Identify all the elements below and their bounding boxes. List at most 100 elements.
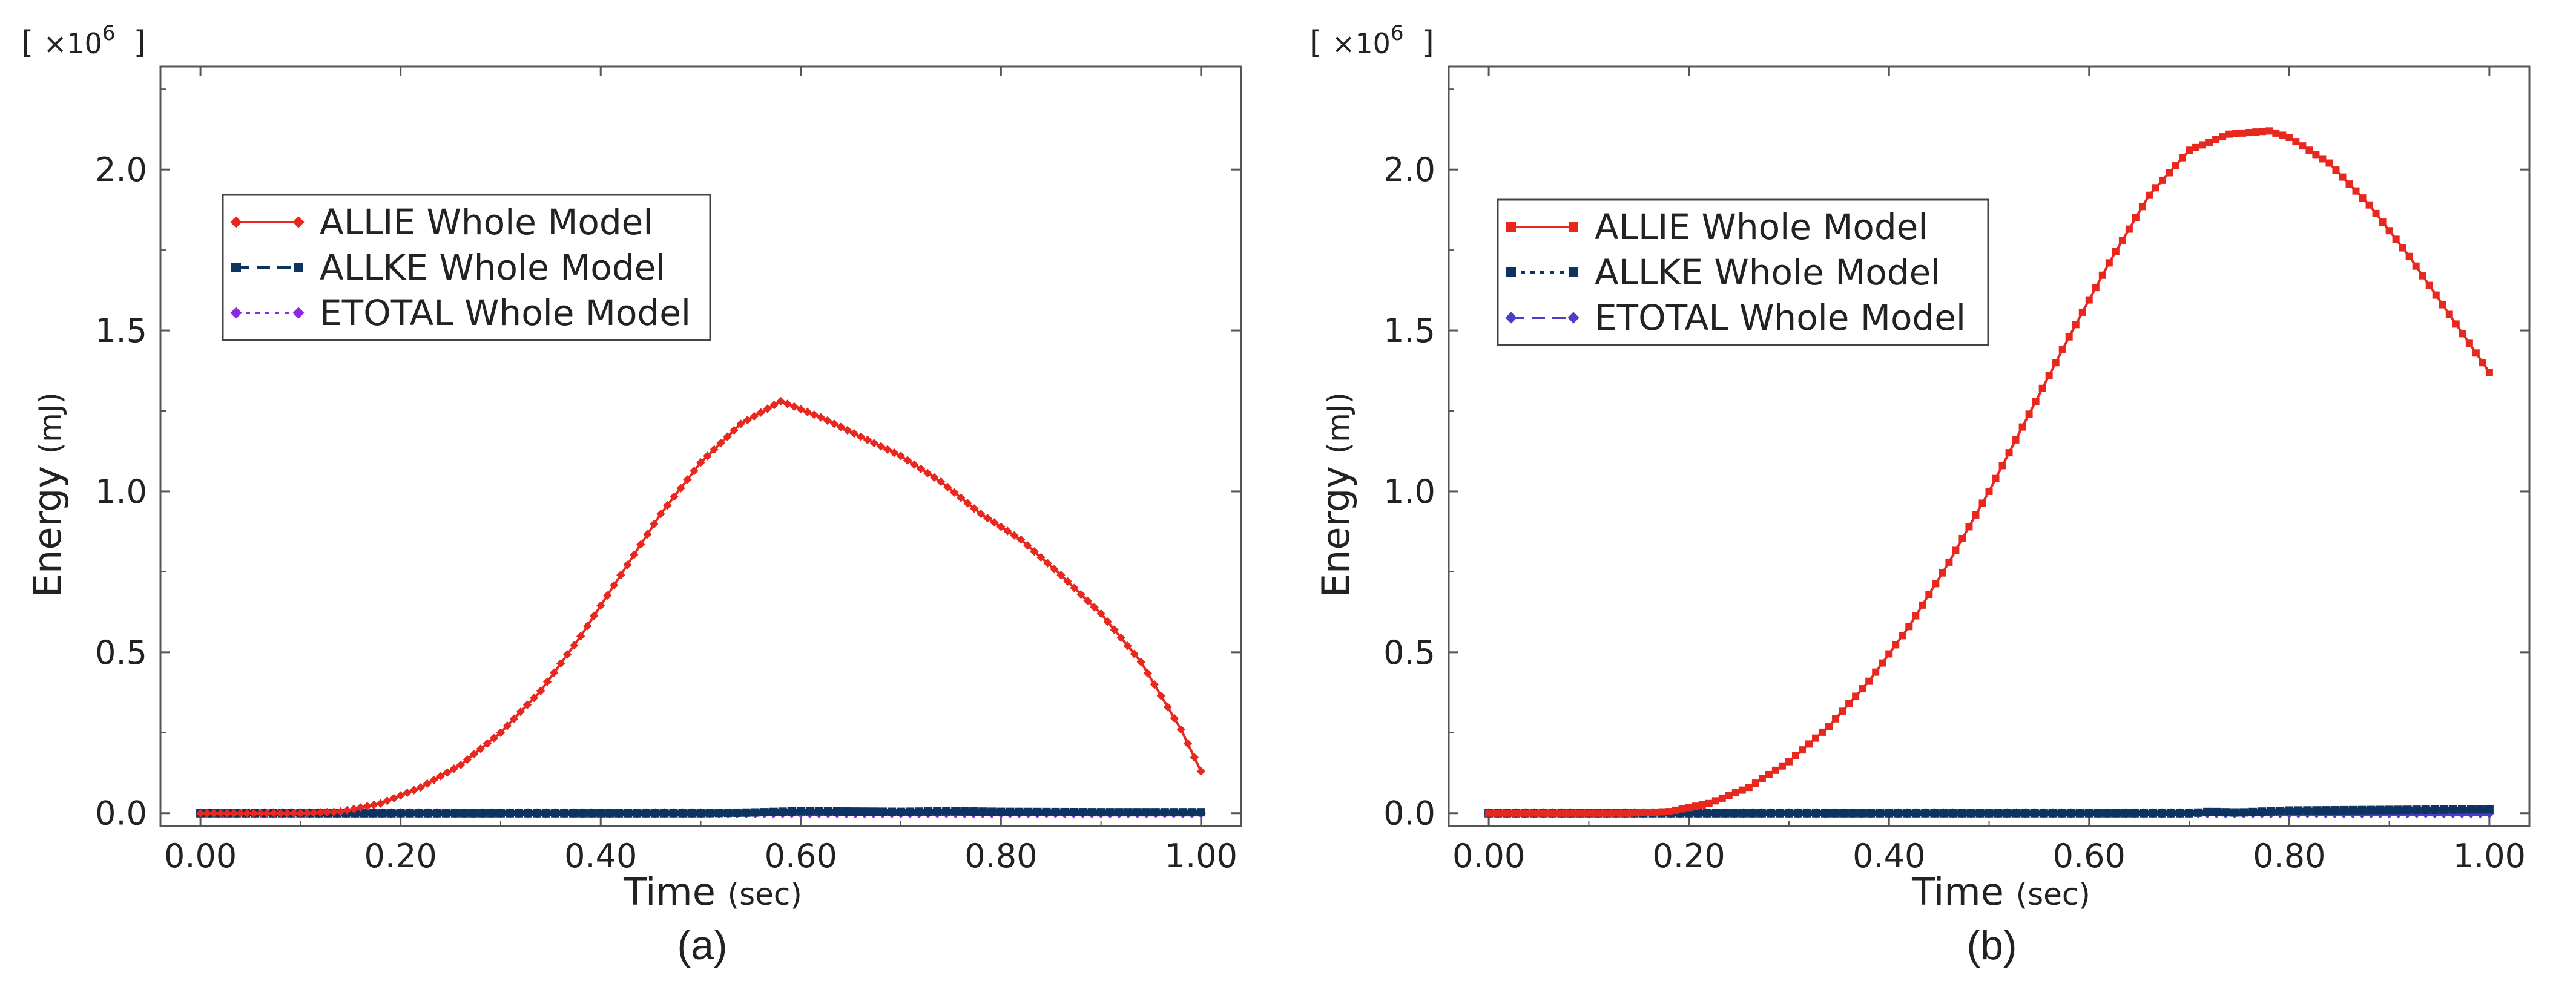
data-point-allie	[1143, 669, 1152, 678]
data-point-allie	[1592, 809, 1599, 817]
data-point-allke	[1930, 809, 1939, 818]
data-point-allke	[2485, 805, 2494, 814]
data-point-allie	[2412, 262, 2420, 270]
data-point-allke	[2267, 807, 2276, 816]
x-axis-unit: (sec)	[728, 877, 802, 912]
data-point-allie	[2132, 214, 2140, 221]
data-point-allke	[2385, 805, 2394, 815]
x-tick-label: 0.20	[364, 837, 437, 875]
data-point-allie	[1163, 703, 1172, 712]
data-point-allie	[2305, 146, 2313, 154]
data-point-allie	[2158, 176, 2166, 184]
data-point-allie	[2045, 372, 2053, 379]
x-axis-label: Time (sec)	[623, 870, 802, 914]
data-point-allie	[1885, 650, 1893, 658]
data-point-allie	[1030, 547, 1039, 556]
data-point-allie	[1618, 809, 1626, 817]
data-point-allke	[624, 809, 633, 818]
y-tick-label: 0.5	[1383, 634, 1435, 672]
x-tick-label: 0.00	[1452, 837, 1525, 875]
data-point-allke	[942, 807, 951, 816]
data-point-allie	[316, 808, 325, 817]
data-point-allie	[2279, 131, 2287, 139]
data-point-allke	[1196, 808, 1205, 817]
data-point-allie	[1625, 809, 1633, 817]
data-point-allie	[409, 786, 418, 795]
data-point-allie	[2225, 130, 2233, 138]
data-point-allie	[2365, 201, 2373, 209]
plot-frame	[1448, 65, 2531, 827]
data-point-allke	[2312, 806, 2321, 815]
data-point-allke	[2075, 809, 2084, 818]
data-point-allie	[950, 488, 959, 497]
x-axis-name: Time	[1911, 870, 2015, 914]
data-point-allie	[1791, 752, 1799, 759]
data-point-allke	[960, 807, 969, 816]
data-point-allie	[2005, 449, 2013, 457]
legend-marker-allke	[294, 263, 303, 272]
data-point-allke	[796, 807, 805, 816]
data-point-allie	[2359, 194, 2367, 202]
data-point-allke	[423, 809, 432, 818]
data-point-allke	[678, 809, 687, 818]
data-point-allie	[2385, 227, 2393, 235]
data-point-allie	[957, 493, 966, 502]
data-point-allie	[2172, 162, 2180, 169]
data-point-allke	[505, 809, 514, 818]
data-point-allie	[2332, 166, 2340, 174]
data-point-allke	[1921, 809, 1930, 818]
data-point-allie	[1678, 805, 1686, 813]
data-point-allke	[924, 807, 933, 816]
data-point-allke	[1812, 809, 1821, 818]
data-point-allke	[487, 809, 496, 818]
y-multiplier-open: [	[21, 25, 44, 61]
data-point-allie	[469, 750, 479, 759]
data-point-allie	[2245, 129, 2253, 137]
data-point-allke	[1885, 809, 1894, 818]
data-point-allie	[1578, 809, 1586, 817]
data-point-allie	[829, 419, 839, 428]
data-point-allke	[1133, 808, 1142, 817]
data-point-allie	[369, 800, 378, 810]
data-point-allke	[951, 807, 960, 816]
data-point-allie	[2239, 129, 2247, 137]
data-point-allie	[916, 464, 926, 473]
panel-caption: (b)	[1966, 922, 2017, 968]
data-point-allie	[2285, 133, 2293, 141]
data-point-allie	[2319, 155, 2327, 163]
data-point-allie	[429, 775, 438, 784]
data-point-allie	[1658, 808, 1666, 816]
data-point-allke	[1142, 808, 1151, 817]
y-multiplier-exp: 6	[102, 21, 116, 45]
data-point-allke	[1169, 808, 1178, 817]
data-point-allie	[2032, 398, 2040, 405]
data-point-allke	[1693, 809, 1702, 818]
data-point-allie	[1110, 625, 1119, 634]
data-point-allie	[703, 451, 712, 461]
x-tick-label: 0.80	[2253, 837, 2325, 875]
data-point-allke	[524, 809, 533, 818]
data-point-allie	[1070, 583, 1079, 592]
data-point-allie	[1545, 809, 1553, 817]
data-point-allie	[1958, 534, 1966, 542]
data-point-allie	[1183, 739, 1193, 748]
legend-marker-etotal	[292, 307, 305, 319]
data-point-allke	[360, 809, 369, 818]
data-point-allke	[760, 808, 769, 817]
y-multiplier-close: ]	[134, 25, 146, 61]
series-group	[1483, 127, 2495, 819]
data-point-allie	[743, 415, 752, 425]
data-point-allie	[1190, 753, 1199, 762]
data-point-allie	[329, 807, 338, 816]
data-point-allke	[614, 809, 624, 818]
data-point-allke	[414, 809, 423, 818]
data-point-allke	[660, 809, 669, 818]
data-point-allie	[2092, 284, 2100, 292]
data-point-allie	[1150, 680, 1159, 689]
data-point-allke	[996, 807, 1006, 816]
data-point-allie	[483, 739, 492, 748]
data-point-allke	[1839, 809, 1848, 818]
data-point-allie	[803, 407, 812, 416]
data-point-allie	[1096, 609, 1105, 618]
data-point-allke	[1042, 807, 1051, 816]
